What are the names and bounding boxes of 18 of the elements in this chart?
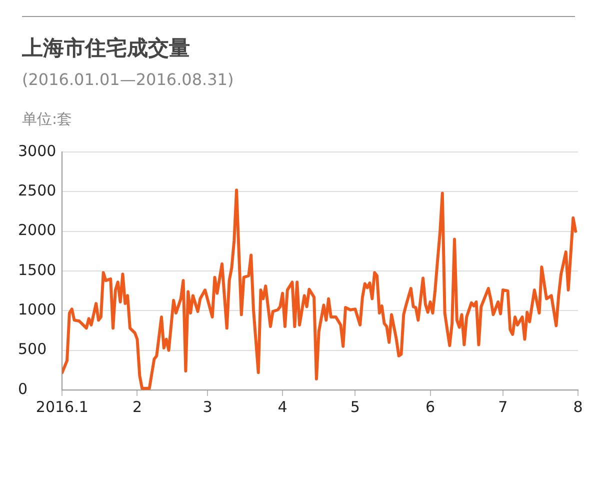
y-tick-label: 2000 — [18, 221, 56, 240]
x-tick-label: 6 — [426, 398, 436, 416]
x-tick-label: 8 — [573, 398, 583, 416]
x-tick-label: 5 — [350, 398, 360, 416]
y-tick-label: 1500 — [18, 260, 56, 279]
y-axis-title: 单位:套 — [22, 110, 72, 129]
y-tick-label: 1000 — [18, 300, 56, 319]
y-tick-label: 2500 — [18, 182, 56, 200]
x-tick-label: 4 — [278, 398, 288, 416]
y-tick-label: 0 — [18, 380, 28, 398]
x-tick-label: 2016.1 — [36, 398, 88, 416]
x-tick-label: 2 — [132, 398, 142, 416]
chart-subtitle: (2016.01.01—2016.08.31) — [22, 70, 234, 89]
y-tick-label: 500 — [18, 340, 47, 358]
chart-title: 上海市住宅成交量 — [22, 35, 190, 62]
x-tick-label: 3 — [202, 398, 212, 416]
x-tick-label: 7 — [498, 398, 508, 416]
y-tick-label: 3000 — [18, 142, 56, 160]
